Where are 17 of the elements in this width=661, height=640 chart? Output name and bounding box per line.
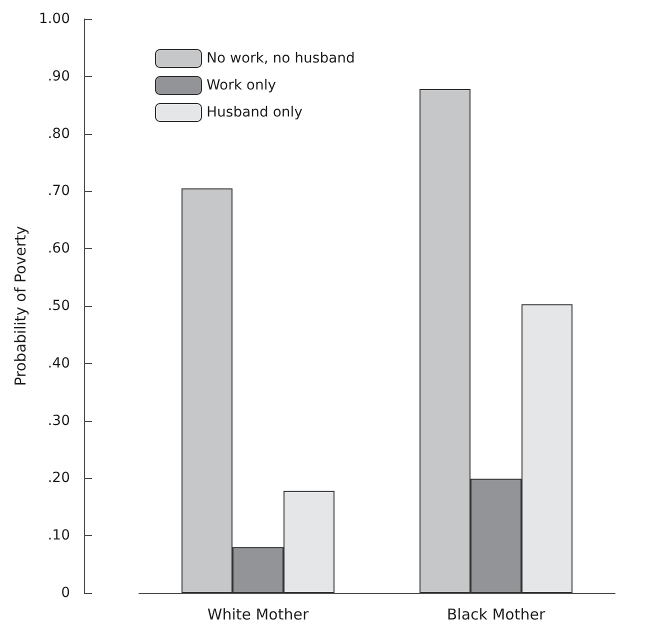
y-tick-label: .20 — [48, 470, 70, 486]
y-tick-label: .90 — [48, 68, 70, 84]
x-tick-label: Black Mother — [446, 606, 546, 624]
y-tick-label: 0 — [61, 585, 70, 601]
legend-label: Husband only — [206, 104, 302, 120]
y-tick-label: 1.00 — [38, 11, 70, 27]
y-axis-title: Probability of Poverty — [11, 226, 30, 386]
y-tick-label: .30 — [48, 412, 70, 429]
y-tick-label: .80 — [48, 126, 70, 142]
y-tick-label: .70 — [48, 183, 70, 200]
y-tick-label: .10 — [48, 528, 70, 544]
legend-label: No work, no husband — [206, 50, 355, 66]
y-tick-label: .50 — [48, 298, 70, 314]
y-tick-label: .60 — [48, 240, 70, 257]
y-tick-label: .40 — [48, 355, 70, 372]
legend-label: Work only — [206, 78, 276, 94]
x-tick-label: White Mother — [207, 606, 310, 624]
